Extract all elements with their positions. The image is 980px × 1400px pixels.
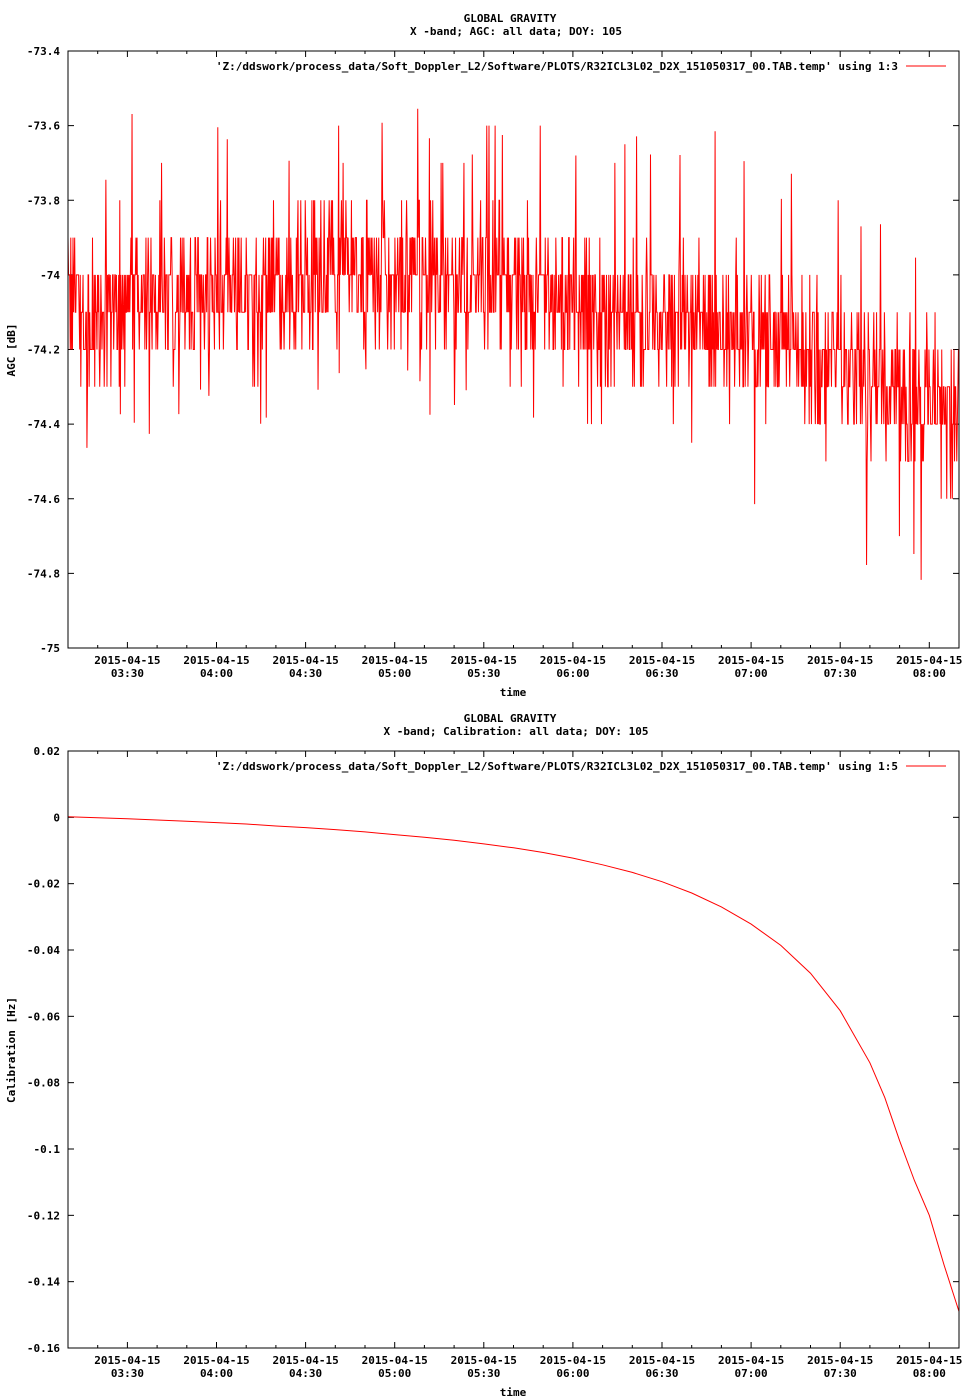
- calibration-series-line: [67, 816, 960, 1312]
- calibration-x-tick-label-date: 2015-04-15: [718, 1354, 784, 1367]
- agc-x-tick-label-time: 07:00: [735, 667, 768, 680]
- calibration-x-tick-label-date: 2015-04-15: [94, 1354, 160, 1367]
- calibration-y-tick-label: 0.02: [34, 745, 61, 758]
- calibration-x-axis-label: time: [500, 1386, 527, 1399]
- agc-y-tick-label: -74.2: [27, 344, 60, 357]
- agc-x-tick-label-time: 06:00: [556, 667, 589, 680]
- calibration-y-tick-label: -0.08: [27, 1077, 60, 1090]
- agc-y-tick-label: -73.6: [27, 120, 60, 133]
- agc-y-tick-label: -75: [40, 642, 60, 655]
- agc-plot-frame: [67, 50, 960, 649]
- agc-chart-title: GLOBAL GRAVITY: [464, 12, 557, 25]
- agc-x-tick-label-date: 2015-04-15: [272, 654, 338, 667]
- agc-legend-label: 'Z:/ddswork/process_data/Soft_Doppler_L2…: [216, 60, 898, 73]
- calibration-axis-ticks: -0.16 -0.14 -0.12 -0.1 -0.08 -0.06 -0.04 -0.02 0…: [27, 745, 963, 1380]
- agc-chart-subtitle: X -band; AGC: all data; DOY: 105: [410, 25, 622, 38]
- calibration-chart: GLOBAL GRAVITY X -band; Calibration: all…: [5, 712, 962, 1399]
- agc-x-tick-label-time: 03:30: [111, 667, 144, 680]
- agc-y-tick-label: -74.8: [27, 567, 60, 580]
- agc-series-line: [67, 108, 960, 580]
- calibration-x-tick-label-time: 07:30: [824, 1367, 857, 1380]
- calibration-x-tick-label-date: 2015-04-15: [362, 1354, 428, 1367]
- agc-series: [67, 108, 960, 580]
- calibration-y-tick-label: -0.12: [27, 1209, 60, 1222]
- agc-y-tick-label: -74: [40, 269, 60, 282]
- calibration-x-tick-label-date: 2015-04-15: [540, 1354, 606, 1367]
- calibration-x-tick-label-date: 2015-04-15: [807, 1354, 873, 1367]
- calibration-y-tick-label: -0.06: [27, 1010, 60, 1023]
- agc-x-axis-label: time: [500, 686, 527, 699]
- calibration-chart-subtitle: X -band; Calibration: all data; DOY: 105: [384, 725, 649, 738]
- agc-chart: GLOBAL GRAVITY X -band; AGC: all data; D…: [5, 12, 962, 699]
- calibration-x-tick-label-date: 2015-04-15: [183, 1354, 249, 1367]
- agc-y-axis-label: AGC [dB]: [5, 324, 18, 377]
- agc-x-tick-label-time: 05:30: [467, 667, 500, 680]
- calibration-plot-frame: [67, 750, 960, 1349]
- agc-axis-ticks: -75 -74.8 -74.6 -74.4 -74.2 -74 -73.8 -73.6 -73.…: [27, 45, 963, 680]
- calibration-x-tick-label-time: 03:30: [111, 1367, 144, 1380]
- calibration-x-tick-label-time: 07:00: [735, 1367, 768, 1380]
- agc-x-tick-label-time: 04:00: [200, 667, 233, 680]
- calibration-series: [67, 816, 960, 1312]
- agc-x-tick-label-time: 07:30: [824, 667, 857, 680]
- agc-x-tick-label-date: 2015-04-15: [896, 654, 962, 667]
- agc-x-tick-label-date: 2015-04-15: [94, 654, 160, 667]
- calibration-y-tick-label: -0.1: [34, 1143, 61, 1156]
- calibration-y-tick-label: -0.04: [27, 944, 60, 957]
- agc-x-tick-label-time: 08:00: [913, 667, 946, 680]
- agc-x-tick-label-date: 2015-04-15: [629, 654, 695, 667]
- agc-x-tick-label-time: 06:30: [645, 667, 678, 680]
- calibration-legend-label: 'Z:/ddswork/process_data/Soft_Doppler_L2…: [216, 760, 898, 773]
- agc-x-tick-label-time: 04:30: [289, 667, 322, 680]
- calibration-chart-title: GLOBAL GRAVITY: [464, 712, 557, 725]
- agc-y-tick-label: -73.8: [27, 194, 60, 207]
- calibration-y-tick-label: 0: [53, 811, 60, 824]
- calibration-x-tick-label-time: 06:00: [556, 1367, 589, 1380]
- calibration-x-tick-label-time: 04:30: [289, 1367, 322, 1380]
- agc-x-tick-label-date: 2015-04-15: [540, 654, 606, 667]
- agc-x-tick-label-time: 05:00: [378, 667, 411, 680]
- calibration-x-tick-label-time: 05:00: [378, 1367, 411, 1380]
- agc-legend: 'Z:/ddswork/process_data/Soft_Doppler_L2…: [216, 60, 946, 73]
- agc-x-tick-label-date: 2015-04-15: [718, 654, 784, 667]
- calibration-y-tick-label: -0.16: [27, 1342, 60, 1355]
- calibration-x-tick-label-date: 2015-04-15: [451, 1354, 517, 1367]
- calibration-x-tick-label-date: 2015-04-15: [629, 1354, 695, 1367]
- agc-x-tick-label-date: 2015-04-15: [362, 654, 428, 667]
- agc-x-tick-label-date: 2015-04-15: [451, 654, 517, 667]
- calibration-x-tick-label-date: 2015-04-15: [272, 1354, 338, 1367]
- agc-x-tick-label-date: 2015-04-15: [183, 654, 249, 667]
- agc-y-tick-label: -74.6: [27, 493, 60, 506]
- calibration-x-tick-label-time: 05:30: [467, 1367, 500, 1380]
- calibration-y-tick-label: -0.14: [27, 1276, 60, 1289]
- calibration-x-tick-label-time: 08:00: [913, 1367, 946, 1380]
- calibration-x-tick-label-time: 04:00: [200, 1367, 233, 1380]
- calibration-y-tick-label: -0.02: [27, 878, 60, 891]
- calibration-x-tick-label-date: 2015-04-15: [896, 1354, 962, 1367]
- agc-y-tick-label: -73.4: [27, 45, 60, 58]
- agc-y-tick-label: -74.4: [27, 418, 60, 431]
- calibration-legend: 'Z:/ddswork/process_data/Soft_Doppler_L2…: [216, 760, 946, 773]
- calibration-x-tick-label-time: 06:30: [645, 1367, 678, 1380]
- agc-x-tick-label-date: 2015-04-15: [807, 654, 873, 667]
- calibration-y-axis-label: Calibration [Hz]: [5, 997, 18, 1103]
